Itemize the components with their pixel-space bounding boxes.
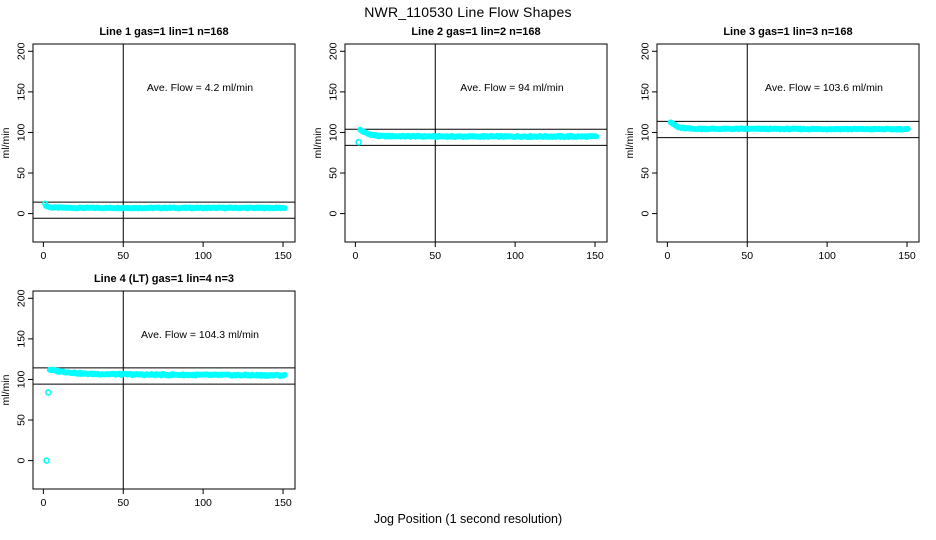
panel-title: Line 3 gas=1 lin=3 n=168 — [723, 26, 853, 38]
plot-box — [656, 43, 920, 243]
x-tick-label: 50 — [117, 250, 129, 262]
y-tick-label: 0 — [640, 211, 652, 217]
y-tick-label: 100 — [16, 124, 28, 142]
y-axis-label: ml/min — [312, 127, 324, 158]
x-tick-label: 150 — [274, 250, 292, 262]
x-tick-label: 100 — [818, 250, 836, 262]
data-point — [281, 371, 288, 378]
panel-line-2: 0 50 100 150 0 50 100 150 200 ml/min Line 2 gas=1… — [312, 16, 624, 263]
x-tick-label: 0 — [664, 250, 670, 262]
plot-area-line-2: 0 50 100 150 0 50 100 150 200 ml/min — [312, 42, 608, 262]
y-tick-label: 100 — [16, 371, 28, 389]
chart-title: NWR_110530 Line Flow Shapes — [364, 4, 572, 20]
outlier-point — [43, 457, 50, 464]
x-tick-label: 50 — [429, 250, 441, 262]
y-tick-label: 0 — [328, 211, 340, 217]
x-tick-label: 150 — [274, 497, 292, 509]
panel-title: Line 4 (LT) gas=1 lin=4 n=3 — [93, 273, 235, 285]
y-tick-label: 150 — [328, 83, 340, 101]
x-tick-label: 0 — [352, 250, 358, 262]
data-point — [593, 133, 600, 140]
x-axis-figure-label: Jog Position (1 second resolution) — [373, 512, 563, 526]
y-tick-label: 200 — [640, 42, 652, 60]
y-tick-label: 200 — [328, 42, 340, 60]
outlier-point — [355, 138, 362, 146]
y-axis-label: ml/min — [624, 127, 636, 158]
x-tick-label: 50 — [117, 497, 129, 509]
y-tick-label: 50 — [640, 167, 652, 179]
plot-area-line-4: 0 50 100 150 0 50 100 150 200 ml/min — [0, 289, 296, 509]
y-tick-label: 100 — [328, 124, 340, 142]
data-point — [281, 205, 288, 212]
x-tick-label: 100 — [194, 250, 212, 262]
x-tick-label: 100 — [506, 250, 524, 262]
x-tick-label: 0 — [40, 250, 46, 262]
panel-line-3: 0 50 100 150 0 50 100 150 200 ml/min Line 3 gas=1… — [624, 16, 936, 263]
y-tick-label: 0 — [16, 211, 28, 217]
plot-area-line-1: 0 50 100 150 0 50 100 150 200 ml/min — [0, 42, 296, 262]
y-tick-label: 50 — [16, 414, 28, 426]
panel-title: Line 2 gas=1 lin=2 n=168 — [411, 26, 541, 38]
y-axis-label: ml/min — [0, 374, 12, 405]
x-tick-label: 50 — [741, 250, 753, 262]
y-tick-label: 200 — [16, 289, 28, 307]
y-tick-label: 50 — [16, 167, 28, 179]
x-tick-label: 150 — [898, 250, 916, 262]
ave-flow-annotation: Ave. Flow = 94 ml/min — [460, 82, 564, 94]
ave-flow-annotation: Ave. Flow = 104.3 ml/min — [141, 329, 259, 341]
x-tick-label: 0 — [40, 497, 46, 509]
ave-flow-annotation: Ave. Flow = 103.6 ml/min — [765, 82, 883, 94]
y-tick-label: 150 — [16, 330, 28, 348]
y-axis-label: ml/min — [0, 127, 12, 158]
data-point — [904, 125, 911, 132]
panel-line-4: 0 50 100 150 0 50 100 150 200 ml/min Line 4 (LT) … — [0, 263, 312, 510]
ave-flow-annotation: Ave. Flow = 4.2 ml/min — [146, 82, 254, 94]
y-tick-label: 150 — [640, 83, 652, 101]
panel-title: Line 1 gas=1 lin=1 n=168 — [99, 26, 229, 38]
plot-box — [344, 43, 608, 243]
y-tick-label: 150 — [16, 83, 28, 101]
y-tick-label: 100 — [640, 124, 652, 142]
plot-area-line-3: 0 50 100 150 0 50 100 150 200 ml/min — [624, 42, 920, 262]
panel-line-1: 0 50 100 150 0 50 100 150 200 ml/min Line 1 gas=1… — [0, 16, 312, 263]
plot-box — [32, 290, 296, 490]
x-tick-label: 150 — [586, 250, 604, 262]
y-tick-label: 50 — [328, 167, 340, 179]
outlier-point — [44, 389, 52, 396]
y-tick-label: 0 — [16, 458, 28, 464]
y-tick-label: 200 — [16, 42, 28, 60]
x-tick-label: 100 — [194, 497, 212, 509]
plot-box — [32, 43, 296, 243]
